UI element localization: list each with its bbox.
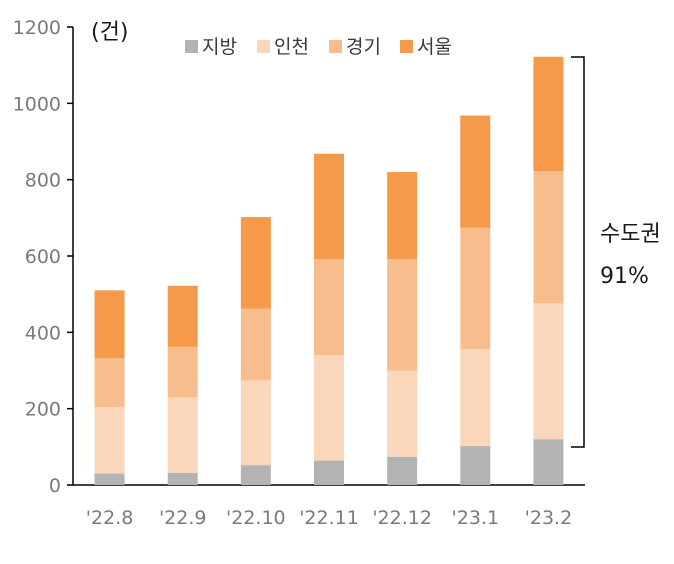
y-tick-label: 1200 (13, 17, 61, 39)
x-tick-label: '22.10 (226, 507, 286, 529)
bar-segment (167, 472, 198, 485)
bar-segment (167, 397, 198, 473)
bar-segment (314, 259, 344, 356)
bar-segment (533, 56, 564, 172)
bar-segment (460, 349, 491, 447)
bar-segment (533, 439, 564, 485)
bar-stack (533, 56, 564, 485)
x-tick-label: '23.1 (452, 507, 500, 529)
legend-swatch (185, 40, 198, 53)
bar-segment (460, 446, 491, 485)
capital-area-bracket (571, 56, 585, 448)
bar-stack (240, 217, 271, 485)
legend-swatch (400, 40, 413, 53)
bar-stack (94, 290, 125, 485)
legend-label: 지방 (202, 36, 237, 58)
bar-segment (387, 456, 418, 485)
bars (94, 56, 564, 485)
x-tick-label: '22.11 (299, 507, 359, 529)
unit-label: (건) (91, 20, 128, 45)
bar-segment (240, 217, 271, 309)
x-axis: '22.8 '22.9 '22.10 '22.11 '22.12 '23.1 '23.2 (73, 484, 585, 529)
bar-segment (94, 407, 125, 474)
bar-segment (387, 259, 418, 371)
y-axis: 0 200 400 600 800 1000 1200 (13, 17, 74, 497)
bar-segment (460, 227, 491, 350)
bar-stack (314, 153, 344, 485)
legend-swatch (257, 40, 270, 53)
legend-swatch (329, 40, 342, 53)
x-tick-label: '22.12 (372, 507, 432, 529)
y-tick-label: 200 (25, 399, 61, 421)
legend-label: 인천 (274, 36, 309, 58)
annotation-label: 수도권 (600, 222, 661, 247)
bar-segment (460, 115, 491, 228)
bar-segment (94, 473, 125, 485)
y-tick-label: 400 (25, 322, 61, 344)
legend-label: 경기 (346, 36, 381, 58)
y-tick-label: 0 (49, 475, 61, 497)
bar-segment (240, 308, 271, 381)
x-tick-label: '22.8 (86, 507, 134, 529)
legend: 지방 인천 경기 서울 (185, 36, 452, 58)
bar-stack (460, 115, 491, 485)
y-tick-label: 600 (25, 246, 61, 268)
bar-segment (94, 358, 125, 408)
x-tick-label: '22.9 (159, 507, 207, 529)
bar-segment (533, 171, 564, 304)
y-tick-label: 1000 (13, 93, 61, 115)
bar-segment (314, 460, 344, 485)
bar-segment (240, 465, 271, 485)
bar-segment (314, 355, 344, 461)
bar-stack (167, 285, 198, 485)
annotation-value: 91% (600, 264, 649, 289)
x-tick-label: '23.2 (525, 507, 573, 529)
y-tick-label: 800 (25, 170, 61, 192)
bar-segment (167, 346, 198, 398)
x-tick-labels: '22.8 '22.9 '22.10 '22.11 '22.12 '23.1 '23.2 (86, 507, 572, 529)
bar-stack (387, 172, 418, 485)
bar-segment (94, 290, 125, 359)
bar-segment (167, 285, 198, 347)
bar-segment (533, 303, 564, 440)
legend-label: 서울 (417, 36, 452, 58)
bar-segment (314, 153, 344, 260)
bar-segment (387, 370, 418, 457)
bar-segment (387, 172, 418, 260)
bar-segment (240, 380, 271, 466)
y-tick-labels: 0 200 400 600 800 1000 1200 (13, 17, 73, 497)
